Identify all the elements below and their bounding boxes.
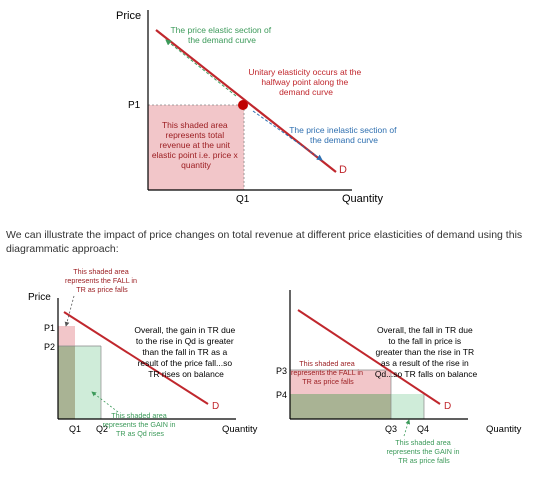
left-p2-label: P2 xyxy=(44,342,55,352)
retained-revenue-area xyxy=(58,346,75,419)
explanatory-paragraph: We can illustrate the impact of price ch… xyxy=(6,229,523,255)
left-q1-label: Q1 xyxy=(69,424,81,434)
demand-label: D xyxy=(339,164,347,176)
right-demand-curve xyxy=(298,310,440,404)
left-q2-label: Q2 xyxy=(96,424,108,434)
inelastic-section-arrow xyxy=(252,110,323,161)
left-diagram: Price P1 P2 Q1 Q2 Quantity D This shaded… xyxy=(28,267,258,438)
fall-in-tr-area xyxy=(58,326,75,346)
left-overall-note: Overall, the gain in TR due to the rise … xyxy=(134,325,237,379)
right-fall-in-tr xyxy=(290,370,391,394)
gain-in-tr-area xyxy=(75,346,101,419)
total-revenue-note: This shaded area represents total revenu… xyxy=(152,120,240,170)
left-gain-arrow xyxy=(91,391,119,413)
right-p3-label: P3 xyxy=(276,366,287,376)
right-p4-label: P4 xyxy=(276,390,287,400)
right-q3-label: Q3 xyxy=(385,424,397,434)
left-p1-label: P1 xyxy=(44,323,55,333)
left-gain-note: This shaded area represents the GAIN in … xyxy=(102,411,177,438)
left-quantity-label: Quantity xyxy=(222,424,258,435)
unitary-elasticity-note: Unitary elasticity occurs at the halfway… xyxy=(248,67,363,97)
right-q4-label: Q4 xyxy=(417,424,429,434)
top-diagram: Price P1 Q1 Quantity D The price elastic… xyxy=(116,10,399,205)
left-demand-curve xyxy=(63,311,209,405)
right-fall-note: This shaded area represents the FALL in … xyxy=(291,359,365,386)
right-gain-in-tr xyxy=(391,394,424,419)
right-gain-arrow xyxy=(404,420,409,436)
price-label: Price xyxy=(116,10,141,22)
right-demand-label: D xyxy=(444,401,451,412)
q1-label: Q1 xyxy=(236,194,250,205)
total-revenue-area xyxy=(148,105,244,190)
left-price-label: Price xyxy=(28,292,51,303)
p1-label: P1 xyxy=(128,100,141,111)
elastic-section-note: The price elastic section of the demand … xyxy=(170,25,273,45)
inelastic-section-note: The price inelastic section of the deman… xyxy=(289,125,399,145)
left-fall-note: This shaded area represents the FALL in … xyxy=(65,267,139,294)
left-demand-label: D xyxy=(212,401,219,412)
right-quantity-label: Quantity xyxy=(486,424,522,435)
right-overall-note: Overall, the fall in TR due to the fall … xyxy=(375,325,478,379)
unit-elastic-point xyxy=(238,100,248,110)
right-gain-note: This shaded area represents the GAIN in … xyxy=(386,438,461,465)
quantity-label: Quantity xyxy=(342,193,383,205)
left-fall-arrow xyxy=(64,295,75,327)
right-retained-revenue xyxy=(290,394,391,419)
